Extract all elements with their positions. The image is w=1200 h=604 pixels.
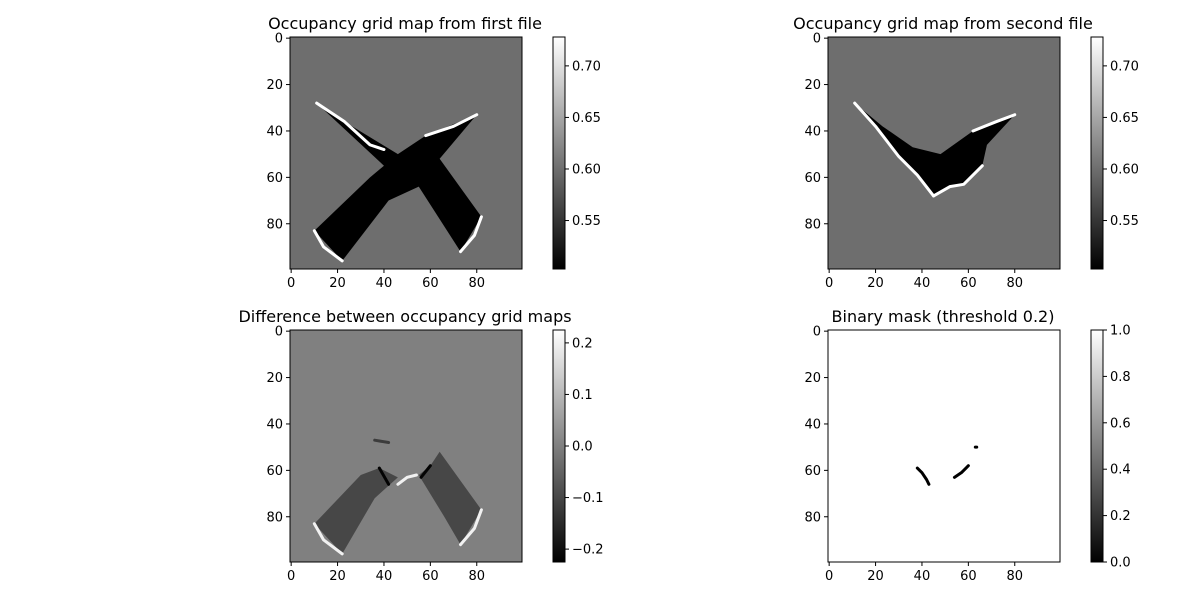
x-tick-label: 20: [867, 276, 884, 291]
colorbar-tick-label: 0.70: [572, 59, 601, 74]
colorbar-tick-label: 0.55: [572, 214, 601, 229]
y-tick-label: 80: [266, 217, 283, 232]
region-free: [314, 103, 482, 261]
x-tick-label: 20: [867, 569, 884, 584]
y-tick-label: 40: [266, 124, 283, 139]
x-tick-label: 40: [376, 569, 393, 584]
x-tick-label: 80: [468, 276, 485, 291]
x-tick-label: 60: [960, 569, 977, 584]
heatmap-cells: [312, 438, 483, 556]
panel-title: Binary mask (threshold 0.2): [832, 307, 1055, 326]
region-positive-edge: [312, 522, 344, 556]
colorbar-tick-label: −0.1: [572, 491, 604, 506]
x-tick-label: 20: [329, 569, 346, 584]
colorbar-tick-label: 0.65: [572, 111, 601, 126]
colorbar-tick-label: 0.2: [572, 336, 593, 351]
x-tick-label: 80: [1006, 569, 1023, 584]
colorbar-tick-label: 0.70: [1110, 59, 1139, 74]
x-tick-label: 80: [468, 569, 485, 584]
colorbar-tick-label: −0.2: [572, 543, 604, 558]
y-tick-label: 0: [275, 325, 283, 340]
x-tick-label: 40: [914, 569, 931, 584]
region-occupied-edge: [459, 215, 483, 254]
y-tick-label: 40: [804, 417, 821, 432]
y-tick-label: 20: [266, 371, 283, 386]
region-occupied-edge: [424, 113, 479, 138]
region-positive-edge: [396, 473, 418, 486]
colorbar-tick-label: 0.60: [1110, 162, 1139, 177]
panel-title: Occupancy grid map from second file: [793, 14, 1093, 33]
colorbar: [552, 36, 566, 270]
panel-map1: Occupancy grid map from first file 0 20 40…: [266, 14, 601, 291]
y-tick-label: 20: [804, 371, 821, 386]
panel-mask: Binary mask (threshold 0.2) 0 20 40 60 80 0 20…: [804, 307, 1130, 584]
region-occupied-edge: [315, 101, 386, 152]
axes-frame: [827, 329, 1061, 563]
region-occupied-edge: [312, 229, 344, 263]
x-tick-label: 0: [287, 569, 295, 584]
heatmap-cells: [853, 101, 1017, 198]
y-tick-label: 60: [804, 171, 821, 186]
colorbar-tick-label: 0.65: [1110, 111, 1139, 126]
axes-frame: [827, 36, 1061, 270]
colorbar-tick-label: 0.2: [1110, 509, 1131, 524]
y-tick-label: 40: [266, 417, 283, 432]
panel-map2: Occupancy grid map from second file 0 20 4…: [793, 14, 1139, 291]
x-tick-label: 40: [376, 276, 393, 291]
y-tick-label: 60: [804, 464, 821, 479]
y-tick-label: 60: [266, 464, 283, 479]
region-positive-edge: [459, 508, 483, 547]
y-tick-label: 20: [804, 78, 821, 93]
colorbar-tick-label: 0.0: [1110, 556, 1131, 571]
y-tick-label: 20: [266, 78, 283, 93]
x-tick-label: 20: [329, 276, 346, 291]
y-tick-label: 40: [804, 124, 821, 139]
region-occupied-edge: [932, 164, 984, 198]
x-tick-label: 60: [960, 276, 977, 291]
region-negative-edge: [373, 438, 391, 445]
heatmap-background: [828, 330, 1060, 562]
colorbar-tick-label: 0.8: [1110, 370, 1131, 385]
colorbar-tick-label: 0.4: [1110, 463, 1131, 478]
colorbar: [1090, 329, 1104, 563]
colorbar-tick-label: 0.55: [1110, 214, 1139, 229]
colorbar: [1090, 36, 1104, 270]
x-tick-label: 40: [914, 276, 931, 291]
axes-frame: [289, 329, 523, 563]
y-tick-label: 0: [813, 325, 821, 340]
colorbar-tick-label: 0.1: [572, 388, 593, 403]
axes-frame: [289, 36, 523, 270]
region-masked: [952, 464, 970, 479]
y-tick-label: 60: [266, 171, 283, 186]
colorbar-tick-label: 0.0: [572, 440, 593, 455]
y-tick-label: 80: [804, 217, 821, 232]
panel-title: Difference between occupancy grid maps: [238, 307, 571, 326]
region-strong-negative: [419, 464, 432, 479]
panel-diff: Difference between occupancy grid maps 0…: [238, 307, 603, 584]
region-occupied-edge: [853, 101, 936, 198]
y-tick-label: 80: [266, 510, 283, 525]
y-tick-label: 80: [804, 510, 821, 525]
x-tick-label: 80: [1006, 276, 1023, 291]
colorbar-tick-label: 1.0: [1110, 324, 1131, 339]
x-tick-label: 0: [825, 276, 833, 291]
colorbar-tick-label: 0.60: [572, 162, 601, 177]
x-tick-label: 0: [287, 276, 295, 291]
region-negative: [418, 451, 482, 545]
panel-title: Occupancy grid map from first file: [268, 14, 542, 33]
y-tick-label: 0: [813, 32, 821, 47]
region-negative: [314, 468, 398, 554]
region-strong-negative: [377, 466, 391, 486]
heatmap-cells: [312, 101, 483, 263]
x-tick-label: 60: [422, 569, 439, 584]
colorbar-tick-label: 0.6: [1110, 416, 1131, 431]
x-tick-label: 0: [825, 569, 833, 584]
x-tick-label: 60: [422, 276, 439, 291]
heatmap-cells: [915, 445, 979, 486]
region-masked: [915, 466, 931, 486]
y-tick-label: 0: [275, 32, 283, 47]
region-occupied-edge: [971, 113, 1017, 133]
colorbar: [552, 329, 566, 563]
